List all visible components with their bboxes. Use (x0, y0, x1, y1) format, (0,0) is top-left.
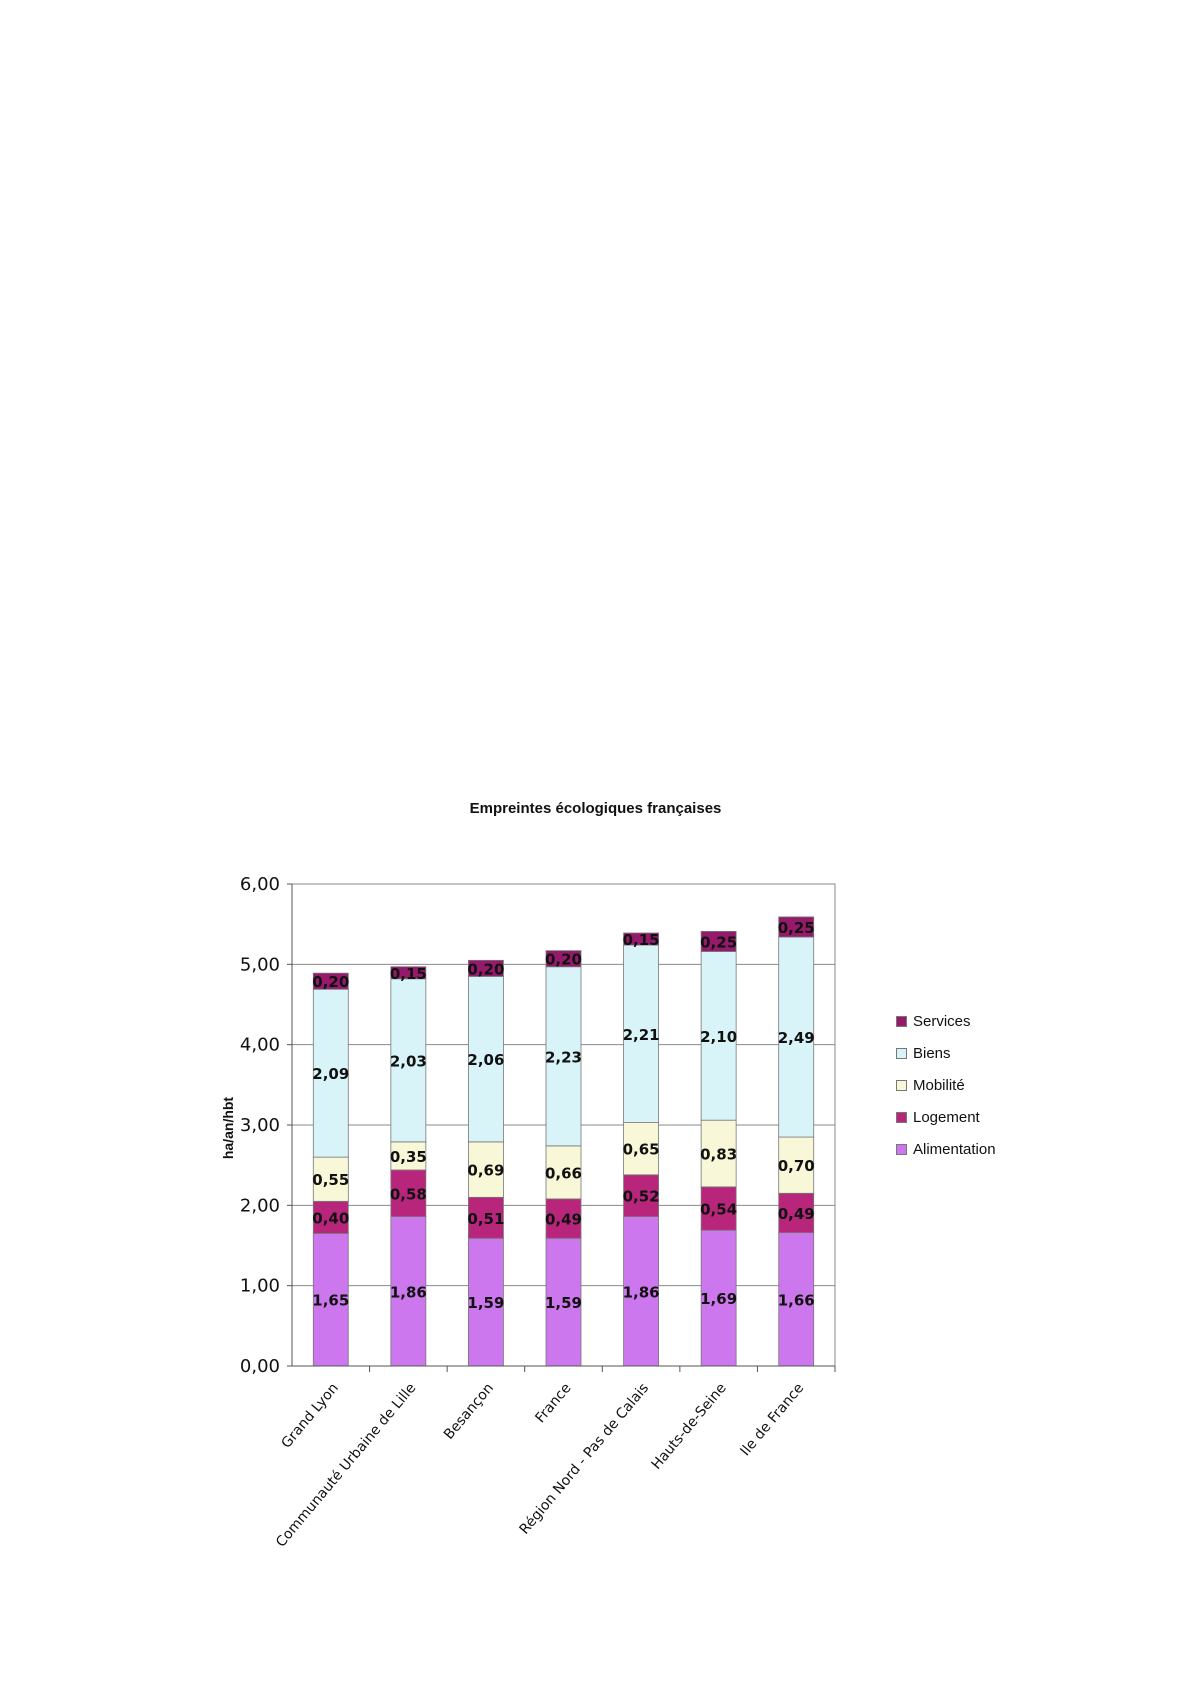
data-label: 0,52 (623, 1188, 660, 1206)
legend-swatch-mobilite (896, 1079, 907, 1091)
x-tick-label: Ile de France (737, 1380, 807, 1459)
bar-segment (468, 1141, 504, 1198)
data-label: 1,66 (778, 1291, 815, 1309)
data-label: 0,54 (700, 1201, 737, 1219)
x-tick-label: France (532, 1380, 574, 1426)
legend-swatch-biens (896, 1047, 907, 1059)
data-label: 0,20 (545, 951, 582, 969)
y-tick-label: 1,00 (240, 1276, 280, 1297)
data-label: 2,03 (390, 1052, 427, 1070)
x-tick-label: Hauts-de-Seine (649, 1380, 730, 1472)
bar-segment (312, 972, 349, 990)
y-tick-label: 3,00 (240, 1115, 280, 1136)
legend-label-logement: Logement (913, 1108, 980, 1126)
y-tick-label: 0,00 (240, 1356, 280, 1377)
x-tick-label: Communauté Urbaine de Lille (273, 1380, 419, 1550)
data-label: 1,69 (700, 1290, 737, 1308)
bar-segment (545, 1145, 582, 1200)
data-label: 0,65 (623, 1141, 660, 1159)
bar-segment (623, 1122, 659, 1176)
bar-segment (390, 1216, 427, 1367)
legend-swatch-logement (896, 1111, 907, 1123)
data-label: 0,51 (467, 1210, 504, 1228)
data-label: 0,35 (390, 1148, 427, 1166)
data-label: 0,83 (700, 1146, 737, 1164)
legend-label-mobilite: Mobilité (913, 1076, 965, 1094)
bar-segment (700, 1119, 737, 1188)
data-label: 1,59 (467, 1294, 504, 1312)
bar-segment (390, 966, 427, 980)
data-label: 0,58 (390, 1185, 427, 1203)
data-label: 0,69 (467, 1162, 504, 1180)
data-label: 0,15 (390, 965, 427, 983)
legend-item-logement: Logement (896, 1101, 996, 1133)
bar-segment (700, 1186, 737, 1231)
bar-segment (468, 1237, 504, 1367)
bar-segment (312, 1233, 349, 1367)
legend-swatch-services (896, 1015, 907, 1027)
bar-segment (778, 1192, 815, 1234)
legend-swatch-alimentation (896, 1143, 907, 1155)
data-label: 0,20 (312, 973, 349, 991)
bar-segment (545, 1237, 582, 1367)
x-tick-label: Besançon (441, 1380, 497, 1442)
data-label: 1,65 (312, 1292, 349, 1310)
x-tick-label: Grand Lyon (278, 1380, 341, 1451)
data-label: 2,21 (623, 1026, 660, 1044)
data-label: 0,49 (778, 1205, 815, 1223)
data-label: 2,23 (545, 1048, 582, 1066)
data-label: 1,86 (390, 1283, 427, 1301)
chart-title: Empreintes écologiques françaises (469, 800, 722, 817)
y-tick-label: 4,00 (240, 1035, 280, 1056)
data-label: 0,70 (778, 1157, 815, 1175)
data-label: 2,06 (467, 1051, 504, 1069)
bar-segment (468, 959, 504, 977)
legend-item-mobilite: Mobilité (896, 1069, 996, 1101)
legend-label-services: Services (913, 1012, 971, 1030)
legend-item-services: Services (896, 1005, 996, 1037)
data-label: 2,49 (778, 1029, 815, 1047)
bar-segment (312, 1156, 349, 1202)
bar-segment (623, 944, 659, 1123)
bar-segment (545, 1198, 582, 1239)
bar-segment (390, 978, 427, 1143)
y-tick-label: 6,00 (240, 874, 280, 895)
bar-segment (468, 975, 504, 1143)
data-label: 1,59 (545, 1294, 582, 1312)
legend-item-biens: Biens (896, 1037, 996, 1069)
data-label: 0,40 (312, 1209, 349, 1227)
bar-segment (778, 1232, 815, 1367)
bar-segment (778, 1136, 815, 1194)
bar-segment (312, 1200, 349, 1234)
data-label: 1,86 (623, 1283, 660, 1301)
bar-segment (700, 930, 737, 952)
legend-item-alimentation: Alimentation (896, 1133, 996, 1165)
legend: Services Biens Mobilité Logement Aliment… (896, 1005, 996, 1165)
y-tick-label: 5,00 (240, 954, 280, 975)
bar-segment (545, 950, 582, 968)
legend-label-biens: Biens (913, 1044, 951, 1062)
bar-segment (778, 916, 815, 938)
y-tick-label: 2,00 (240, 1195, 280, 1216)
data-label: 0,25 (700, 933, 737, 951)
data-label: 2,09 (312, 1065, 349, 1083)
bar-segment (545, 966, 582, 1147)
x-tick-label: Région Nord - Pas de Calais (517, 1380, 653, 1537)
bar-segment (390, 1141, 427, 1171)
bar-segment (778, 936, 815, 1138)
legend-label-alimentation: Alimentation (913, 1140, 996, 1158)
data-label: 0,15 (623, 931, 660, 949)
data-label: 0,66 (545, 1164, 582, 1182)
data-label: 0,55 (312, 1171, 349, 1189)
bar-segment (700, 1229, 737, 1367)
data-label: 0,25 (778, 919, 815, 937)
data-label: 0,20 (467, 960, 504, 978)
bar-segment (468, 1196, 504, 1239)
bar-segment (623, 932, 659, 946)
bar-segment (312, 988, 349, 1158)
data-label: 2,10 (700, 1028, 737, 1046)
data-label: 0,49 (545, 1211, 582, 1229)
